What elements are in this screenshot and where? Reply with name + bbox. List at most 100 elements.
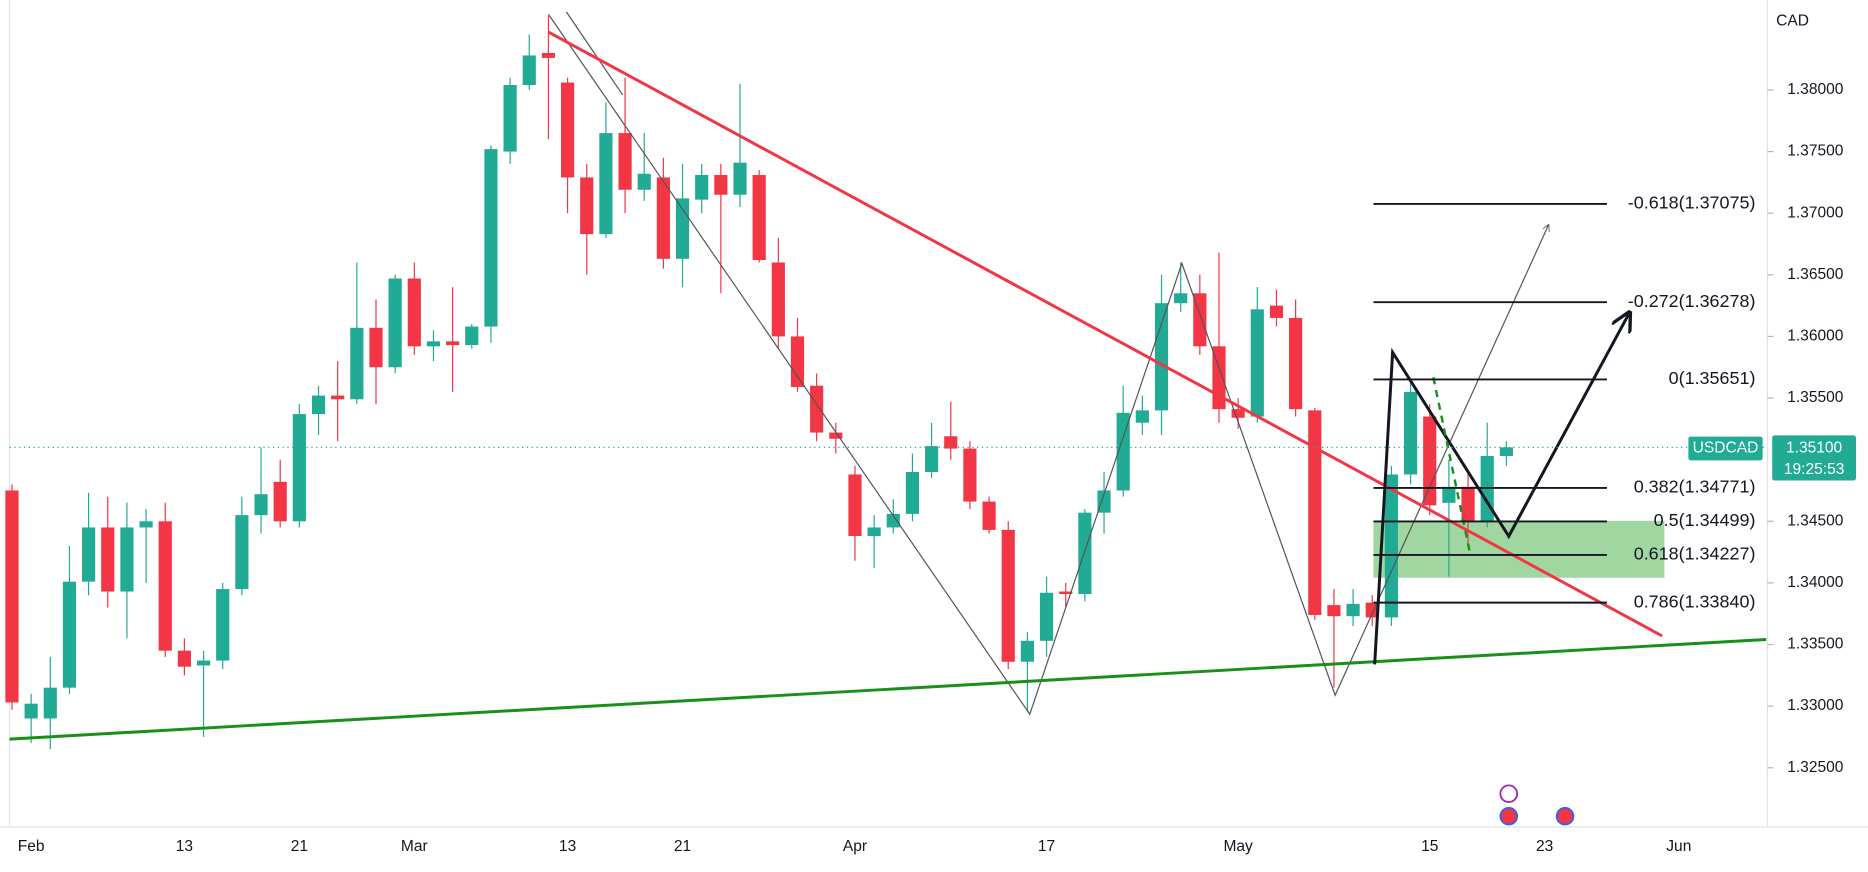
candle-body <box>1499 447 1513 456</box>
candle-body <box>982 501 996 530</box>
candle-body <box>503 85 517 152</box>
x-tick-label: 21 <box>674 838 691 855</box>
flag-icon <box>1499 807 1519 826</box>
fib-zone-group <box>1373 520 1665 578</box>
candle-body <box>158 521 172 651</box>
y-tick-label: 1.37500 <box>1787 143 1843 160</box>
candle-body <box>810 385 824 433</box>
candle-body <box>733 162 747 195</box>
currency-label: CAD <box>1776 12 1809 29</box>
candle-body <box>1384 474 1399 618</box>
candle-body <box>1423 416 1437 506</box>
candles <box>5 16 1513 750</box>
candle-body <box>1039 592 1054 641</box>
candle-body <box>944 436 958 449</box>
event-icons <box>1499 784 1575 826</box>
candle-body <box>273 481 287 522</box>
candle-body <box>426 341 441 347</box>
x-tick-label: Feb <box>18 838 45 855</box>
candle-body <box>1116 412 1130 491</box>
candle-body <box>1059 591 1073 594</box>
y-tick-label: 1.36500 <box>1787 266 1843 283</box>
flag-icon <box>1555 807 1575 826</box>
candle-body <box>82 527 96 582</box>
x-tick-label: Jun <box>1666 838 1691 855</box>
last-price-box: USDCAD 19:25:53 1.35100 <box>1688 435 1857 481</box>
candle-body <box>522 55 536 86</box>
candle-body <box>1403 391 1418 475</box>
candle-body <box>599 133 613 235</box>
candle-body <box>925 446 939 472</box>
candle-body <box>177 650 191 667</box>
y-tick-label: 1.33500 <box>1787 636 1843 653</box>
candle-body <box>1020 640 1034 662</box>
candle-body <box>350 327 364 400</box>
candle-body <box>1461 486 1475 522</box>
candle-body <box>1193 293 1207 347</box>
candle-body <box>139 521 153 528</box>
candle-body <box>1269 305 1284 318</box>
event-icon <box>1499 784 1519 803</box>
scenario-path <box>1373 314 1629 665</box>
y-tick-label: 1.35500 <box>1787 389 1843 406</box>
candle-body <box>637 173 651 190</box>
x-tick-label: Apr <box>843 838 867 855</box>
candle-body <box>216 589 230 661</box>
zigzag-start <box>565 11 624 96</box>
candle-body <box>1327 605 1341 617</box>
candle-body <box>1078 512 1092 594</box>
drawings <box>9 11 1767 741</box>
candle-body <box>656 177 670 259</box>
y-tick-label: 1.38000 <box>1787 81 1843 98</box>
countdown: 19:25:53 <box>1784 461 1845 478</box>
fib-label: 0(1.35651) <box>1669 368 1756 388</box>
candle-body <box>580 177 594 235</box>
candle-body <box>120 527 134 592</box>
candle-body <box>905 471 920 514</box>
candle-body <box>1442 486 1456 503</box>
candle-body <box>292 414 306 522</box>
candle-body <box>886 513 900 528</box>
last-price-label: 1.35100 <box>1786 440 1842 457</box>
x-tick-label: 13 <box>176 838 193 855</box>
candle-body <box>695 174 709 200</box>
candle-body <box>1135 410 1149 423</box>
y-tick-label: 1.33000 <box>1787 697 1843 714</box>
pullback-dashed <box>1432 377 1472 556</box>
fib-label: 0.382(1.34771) <box>1634 477 1756 497</box>
candle-body <box>331 395 345 400</box>
x-tick-label: 21 <box>291 838 308 855</box>
candle-body <box>1231 409 1245 418</box>
fib-label: -0.272(1.36278) <box>1628 291 1756 311</box>
x-tick-label: May <box>1223 838 1253 855</box>
candle-body <box>752 174 766 261</box>
candle-body <box>196 660 211 666</box>
candle-body <box>1097 490 1111 513</box>
candle-body <box>388 278 402 368</box>
candle-body <box>541 52 556 58</box>
candle-body <box>407 278 421 347</box>
candle-body <box>62 581 77 688</box>
candle-body <box>963 448 977 502</box>
candle-body <box>714 174 728 195</box>
candle-body <box>1174 293 1188 304</box>
candle-body <box>311 395 326 415</box>
candle-body <box>254 494 268 516</box>
candle-body <box>101 527 115 592</box>
candle-body <box>369 327 383 368</box>
candle-body <box>771 262 785 337</box>
candle-body <box>1154 303 1169 411</box>
fib-label: 0.786(1.33840) <box>1634 591 1756 611</box>
candle-body <box>1308 410 1322 615</box>
support-trendline <box>9 637 1767 741</box>
candle-body <box>1346 603 1360 617</box>
symbol-label: USDCAD <box>1693 440 1759 457</box>
candle-body <box>829 432 843 439</box>
resistance-trendline <box>547 30 1663 638</box>
fib-zone <box>1373 520 1665 578</box>
candle-body <box>24 703 38 719</box>
x-tick-label: 15 <box>1421 838 1438 855</box>
x-tick-label: 13 <box>559 838 576 855</box>
candle-body <box>446 341 460 346</box>
